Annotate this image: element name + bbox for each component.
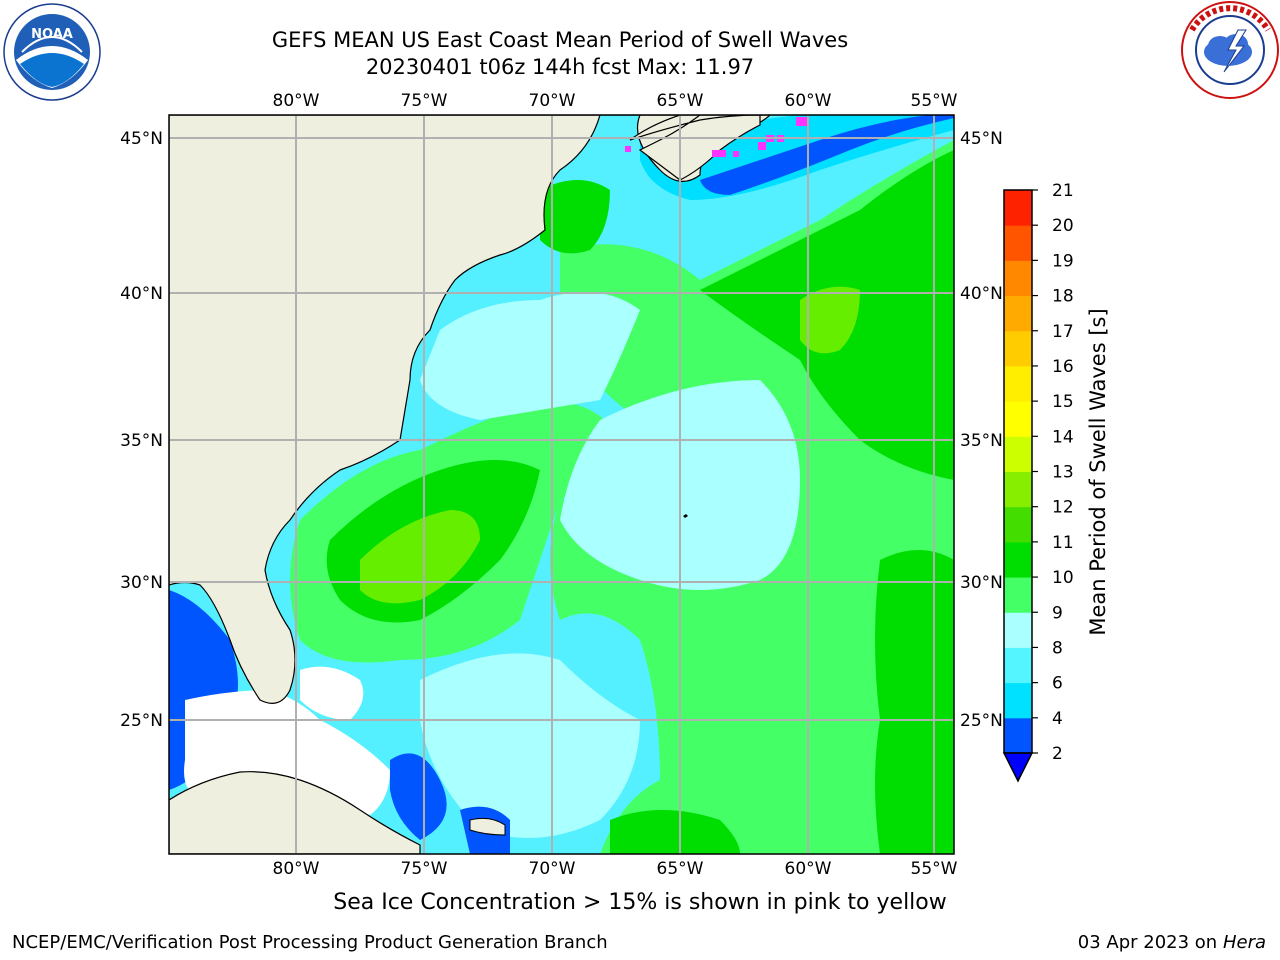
svg-text:NOAA: NOAA [31,27,73,42]
colorbar-segment [1004,190,1032,226]
colorbar-segment [1004,506,1032,543]
colorbar-segment [1004,577,1032,613]
map-plot-area [169,115,954,854]
colorbar-segment [1004,647,1032,684]
colorbar-tick-label: 18 [1052,287,1074,307]
colorbar-tick-label: 19 [1052,251,1074,271]
colorbar-segment [1004,436,1032,472]
footer-credit: NCEP/EMC/Verification Post Processing Pr… [12,932,608,953]
lat-label: 30°N [120,573,163,593]
lon-label: 60°W [785,859,832,879]
lat-label: 35°N [960,431,1003,451]
swell-zone-deep-green-s [610,810,740,854]
lon-labels-bottom: 80°W 75°W 70°W 65°W 60°W 55°W [273,859,958,879]
lat-labels-right: 45°N 40°N 35°N 30°N 25°N [960,129,1003,731]
lat-label: 40°N [960,284,1003,304]
lon-label: 65°W [657,91,704,111]
graticule [169,115,954,854]
colorbar-segment [1004,330,1032,367]
lon-label: 60°W [785,91,832,111]
swell-zone-deep-green-se [875,550,954,854]
map-frame [168,114,955,855]
lon-label: 70°W [529,859,576,879]
colorbar-segment [1004,225,1032,261]
colorbar-tick-label: 21 [1052,181,1074,201]
colorbar-tick-label: 13 [1052,463,1074,483]
footer-date: 03 Apr 2023 on Hera [1078,932,1266,953]
colorbar-tick-label: 4 [1052,709,1063,729]
lon-label: 55°W [911,859,958,879]
colorbar-tick-label: 9 [1052,603,1063,623]
footer-host: Hera [1222,932,1266,953]
colorbar-tick-label: 17 [1052,322,1074,342]
swell-zone-light-north [420,292,640,420]
lon-labels-top: 80°W 75°W 70°W 65°W 60°W 55°W [273,91,958,111]
land-cuba [169,771,421,854]
lon-label: 65°W [657,859,704,879]
swell-zone-low-bahamas [390,753,447,840]
lon-label: 70°W [529,91,576,111]
land-nova-scotia [629,115,761,181]
swell-zone-lowest-north [700,115,954,195]
colorbar-label: Mean Period of Swell Waves [s] [1086,308,1110,635]
colorbar-tick-label: 2 [1052,744,1063,764]
colorbar-tick-label: 8 [1052,638,1063,658]
colorbar-segment [1004,401,1032,437]
nws-logo-icon [1181,1,1279,99]
swell-zone-deep-green-nw [540,180,610,254]
colorbar-tick-label: 20 [1052,216,1074,236]
colorbar-tick-label: 15 [1052,392,1074,412]
lat-labels-left: 45°N 40°N 35°N 30°N 25°N [120,129,163,731]
lat-label: 25°N [960,711,1003,731]
lon-label: 55°W [911,91,958,111]
swell-zone-max-west [360,510,480,604]
lon-label: 80°W [273,859,320,879]
lon-label: 80°W [273,91,320,111]
colorbar-tick-label: 11 [1052,533,1074,553]
colorbar-segment [1004,471,1032,508]
lat-label: 45°N [120,129,163,149]
lat-label: 25°N [120,711,163,731]
chart-subtitle: 20230401 t06z 144h fcst Max: 11.97 [365,55,755,79]
colorbar-segment [1004,612,1032,648]
colorbar-tick-label: 10 [1052,568,1074,588]
colorbar-segment [1004,365,1032,402]
colorbar-segment [1004,717,1032,754]
colorbar-underflow [1002,752,1034,783]
lat-label: 35°N [120,431,163,451]
sea-ice-note: Sea Ice Concentration > 15% is shown in … [333,890,947,915]
colorbar-tick-label: 12 [1052,498,1074,518]
colorbar-tick-label: 14 [1052,427,1074,447]
colorbar-tick-label: 16 [1052,357,1074,377]
lat-label: 40°N [120,284,163,304]
land-bermuda [683,514,688,518]
land-hispaniola [469,817,506,836]
colorbar-segment [1004,260,1032,297]
lat-label: 45°N [960,129,1003,149]
lon-label: 75°W [401,859,448,879]
colorbar-segment [1004,541,1032,578]
chart-title: GEFS MEAN US East Coast Mean Period of S… [271,28,849,52]
colorbar-segment [1004,682,1032,719]
swell-zone-max-east [800,286,860,354]
swell-zone-light-south [420,653,640,838]
lon-label: 75°W [401,91,448,111]
no-data-bahamas [300,666,364,720]
lat-label: 30°N [960,573,1003,593]
colorbar: 2 4 6 8 9 10 11 12 13 14 15 16 17 18 19 20 21 [1002,181,1074,783]
noaa-logo-icon: NOAA [3,3,101,101]
footer-date-text: 03 Apr 2023 on [1077,932,1218,953]
colorbar-tick-label: 6 [1052,674,1063,694]
colorbar-segment [1004,295,1032,332]
